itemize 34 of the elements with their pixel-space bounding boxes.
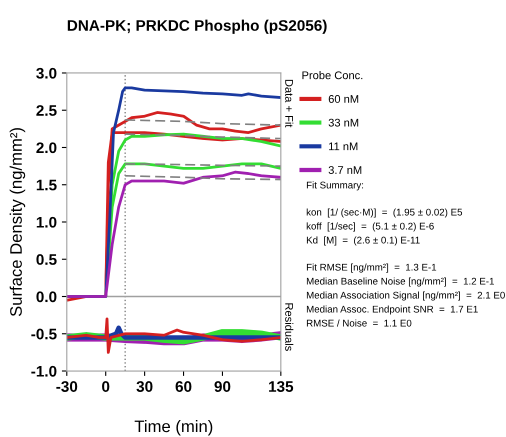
text: Median Baseline Noise [ng/mm²] = 1.2 E-1 [306,277,494,287]
y-tick-label: 2.0 [36,142,56,154]
text: Kd [M] = (2.6 ± 0.1) E-11 [306,236,420,246]
y-tick-label: 1.0 [36,216,56,228]
y-tick-label: -0.5 [31,328,57,340]
x-tick-label: -30 [56,381,78,392]
legend-label: 33 nM [328,118,358,127]
x-tick-label: 135 [269,381,294,392]
x-tick-label: 90 [214,381,230,392]
text: Median Association Signal [ng/mm²] = 2.1 E0 [306,291,505,301]
text: koff [1/sec] = (5.1 ± 0.2) E-6 [306,222,434,232]
chart-title: DNA-PK; PRKDC Phospho (pS2056) [68,20,327,34]
y-tick-label: 3.0 [36,68,56,79]
y-tick-label: 2.5 [36,105,57,116]
y-tick-label: 0.5 [36,254,57,265]
legend-label: 60 nM [328,95,358,103]
text: Data + Fit [285,80,294,128]
text: Median Assoc. Endpoint SNR = 1.7 E1 [306,305,478,315]
text: Fit RMSE [ng/mm²] = 1.3 E-1 [306,264,436,273]
y-tick-label: 0.0 [36,291,56,302]
text: Fit Summary: [306,181,364,190]
x-tick-label: 30 [136,381,152,392]
legend-label: 11 nM [329,142,358,150]
text: Residuals [285,303,294,351]
legend-title: Probe Conc. [302,71,362,80]
x-axis-title: Time (min) [134,420,212,436]
x-tick-label: 0 [102,381,110,392]
text: RMSE / Noise = 1.1 E0 [306,319,412,327]
x-tick-label: 60 [176,381,192,392]
legend-label: 3.7 nM [328,166,362,174]
y-axis-title: Surface Density (ng/mm²) [10,128,26,316]
text: kon [1/ (sec·M)] = (1.95 ± 0.02) E5 [306,208,462,218]
y-tick-label: -1.0 [31,366,56,377]
y-tick-label: 1.5 [36,180,57,190]
